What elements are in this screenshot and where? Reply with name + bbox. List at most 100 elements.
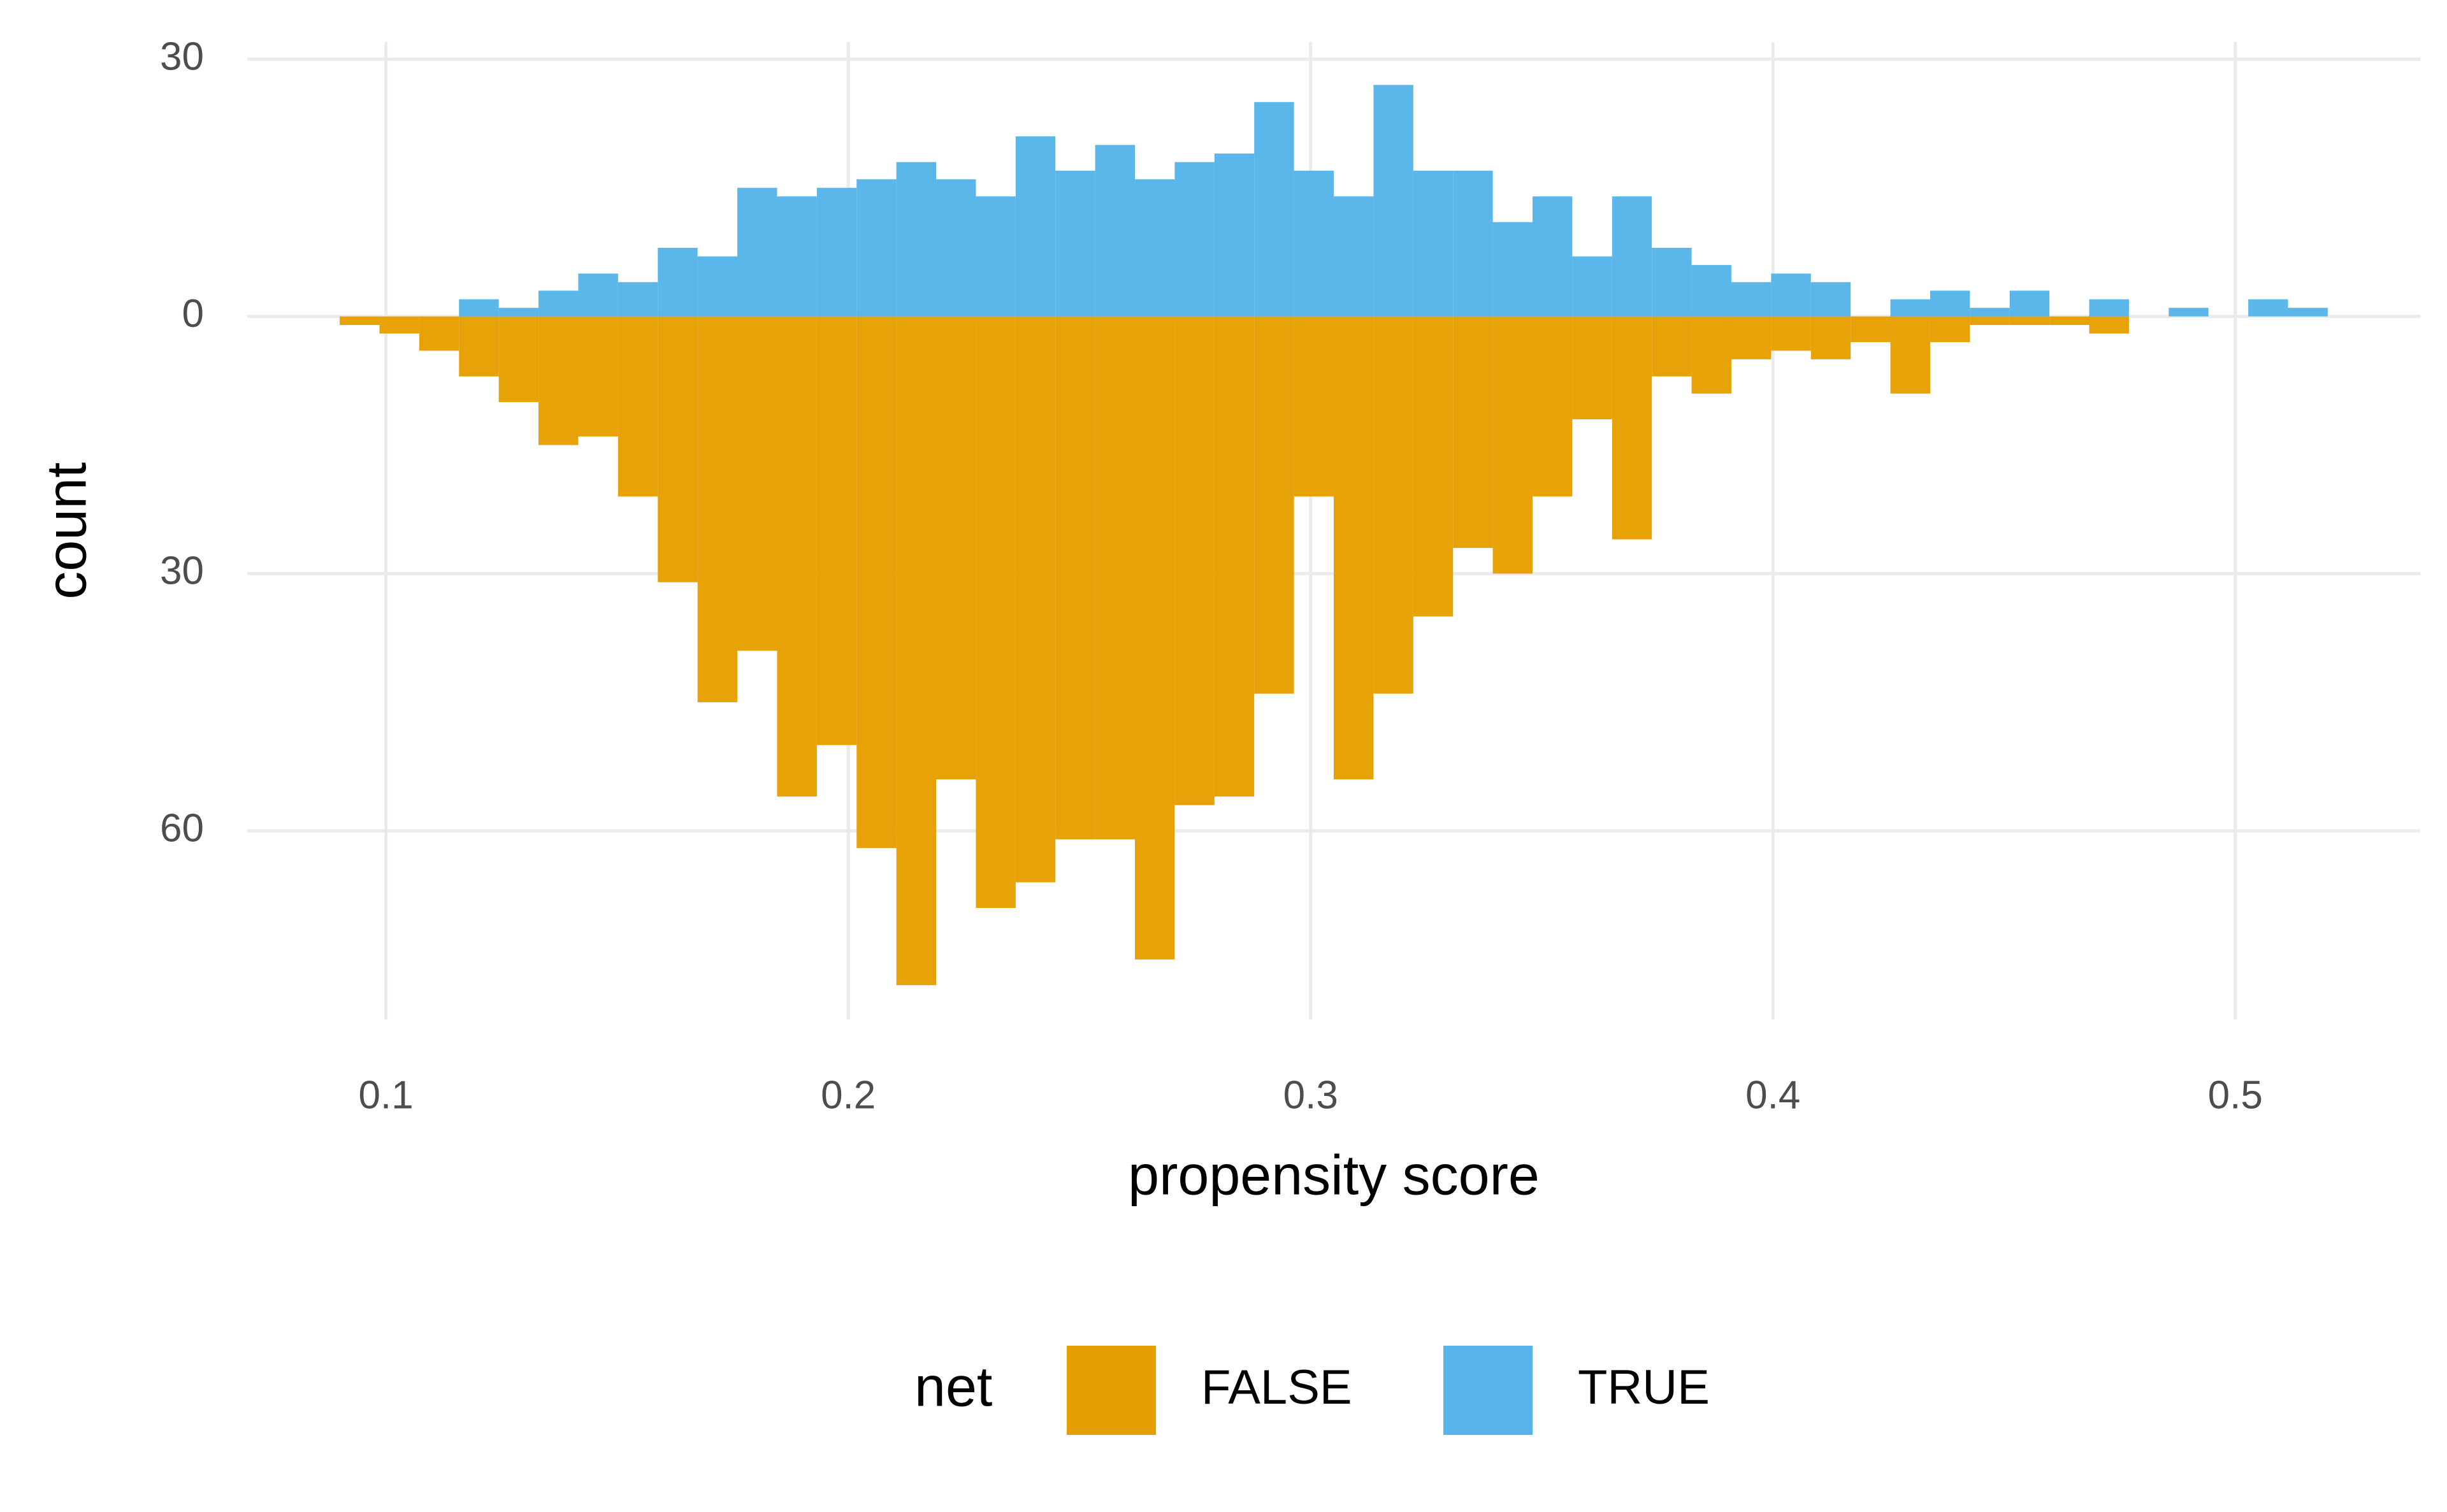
bar bbox=[1373, 85, 1413, 317]
y-tick-label: 0 bbox=[182, 292, 204, 336]
bar bbox=[2089, 299, 2129, 317]
legend-key bbox=[1443, 1346, 1533, 1435]
bar bbox=[578, 273, 618, 317]
bar bbox=[1015, 316, 1056, 882]
x-tick-label: 0.1 bbox=[359, 1073, 414, 1117]
bar bbox=[2009, 316, 2050, 326]
bar bbox=[1135, 179, 1175, 317]
bar bbox=[578, 316, 618, 436]
bar bbox=[1254, 102, 1294, 317]
legend-key bbox=[1067, 1346, 1156, 1435]
x-axis-title: propensity score bbox=[1128, 1143, 1540, 1206]
bar bbox=[1652, 316, 1692, 377]
x-tick-label: 0.4 bbox=[1745, 1073, 1800, 1117]
bar bbox=[737, 316, 777, 651]
bar bbox=[1334, 196, 1374, 317]
bar bbox=[856, 316, 897, 848]
bar bbox=[1492, 222, 1533, 317]
bar bbox=[1572, 316, 1612, 420]
bar bbox=[1691, 316, 1731, 394]
bar bbox=[1612, 196, 1652, 317]
y-axis-title: count bbox=[34, 462, 97, 599]
bar bbox=[896, 162, 937, 317]
bar bbox=[1771, 316, 1811, 351]
bar bbox=[538, 291, 579, 317]
bar bbox=[1135, 316, 1175, 960]
y-tick-label: 30 bbox=[160, 549, 204, 593]
bar bbox=[1691, 264, 1731, 317]
bar bbox=[379, 316, 419, 334]
bar bbox=[1890, 299, 1930, 317]
bar bbox=[538, 316, 579, 445]
bar bbox=[459, 299, 499, 317]
bar bbox=[1373, 316, 1413, 694]
bar bbox=[459, 316, 499, 377]
bar bbox=[1731, 282, 1772, 317]
bar bbox=[1572, 256, 1612, 317]
bar bbox=[2169, 308, 2209, 317]
bar bbox=[1890, 316, 1930, 394]
bar bbox=[1970, 316, 2010, 326]
bar bbox=[856, 179, 897, 317]
bar bbox=[1294, 170, 1334, 317]
bar bbox=[2089, 316, 2129, 334]
x-tick-label: 0.2 bbox=[821, 1073, 876, 1117]
bar bbox=[1214, 316, 1255, 797]
bar bbox=[1532, 316, 1573, 497]
bar bbox=[1095, 145, 1136, 317]
bar bbox=[1771, 273, 1811, 317]
bar bbox=[896, 316, 937, 986]
bar bbox=[1214, 153, 1255, 317]
legend-label: FALSE bbox=[1201, 1360, 1352, 1415]
bar bbox=[697, 316, 738, 703]
bar bbox=[1532, 196, 1573, 317]
bars bbox=[340, 85, 2328, 986]
bar bbox=[976, 196, 1016, 317]
bar bbox=[936, 316, 976, 780]
bar bbox=[2049, 316, 2090, 326]
bar bbox=[1254, 316, 1294, 694]
bar bbox=[1453, 316, 1493, 548]
legend-label: TRUE bbox=[1578, 1360, 1710, 1415]
bar bbox=[2009, 291, 2050, 317]
bar bbox=[1810, 282, 1851, 317]
x-tick-label: 0.5 bbox=[2208, 1073, 2263, 1117]
bar bbox=[1652, 247, 1692, 317]
bar bbox=[498, 316, 539, 403]
bar bbox=[1095, 316, 1136, 840]
bar bbox=[816, 187, 857, 317]
bar bbox=[1453, 170, 1493, 317]
y-tick-label: 30 bbox=[160, 34, 204, 78]
bar bbox=[1055, 316, 1095, 840]
bar bbox=[1174, 162, 1215, 317]
legend: net FALSE TRUE bbox=[914, 1346, 1710, 1435]
bar bbox=[617, 282, 658, 317]
bar bbox=[617, 316, 658, 497]
bar bbox=[1334, 316, 1374, 780]
bar bbox=[1174, 316, 1215, 805]
bar bbox=[1055, 170, 1095, 317]
bar bbox=[1810, 316, 1851, 359]
legend-title: net bbox=[914, 1355, 992, 1418]
bar bbox=[816, 316, 857, 745]
bar bbox=[419, 316, 459, 351]
labels: 0.1 0.2 0.3 0.4 0.5 30 0 30 60 bbox=[160, 34, 2263, 1117]
bar bbox=[2288, 308, 2328, 317]
bar bbox=[777, 196, 817, 317]
bar bbox=[737, 187, 777, 317]
bar bbox=[1930, 316, 1970, 342]
bar bbox=[936, 179, 976, 317]
bar bbox=[1731, 316, 1772, 359]
bar bbox=[1492, 316, 1533, 574]
x-tick-label: 0.3 bbox=[1283, 1073, 1338, 1117]
bar bbox=[777, 316, 817, 797]
bar bbox=[1851, 316, 1891, 342]
bar bbox=[1413, 170, 1454, 317]
bar bbox=[498, 308, 539, 317]
bar bbox=[1413, 316, 1454, 617]
bar bbox=[1970, 308, 2010, 317]
bar bbox=[1015, 136, 1056, 317]
bar bbox=[697, 256, 738, 317]
